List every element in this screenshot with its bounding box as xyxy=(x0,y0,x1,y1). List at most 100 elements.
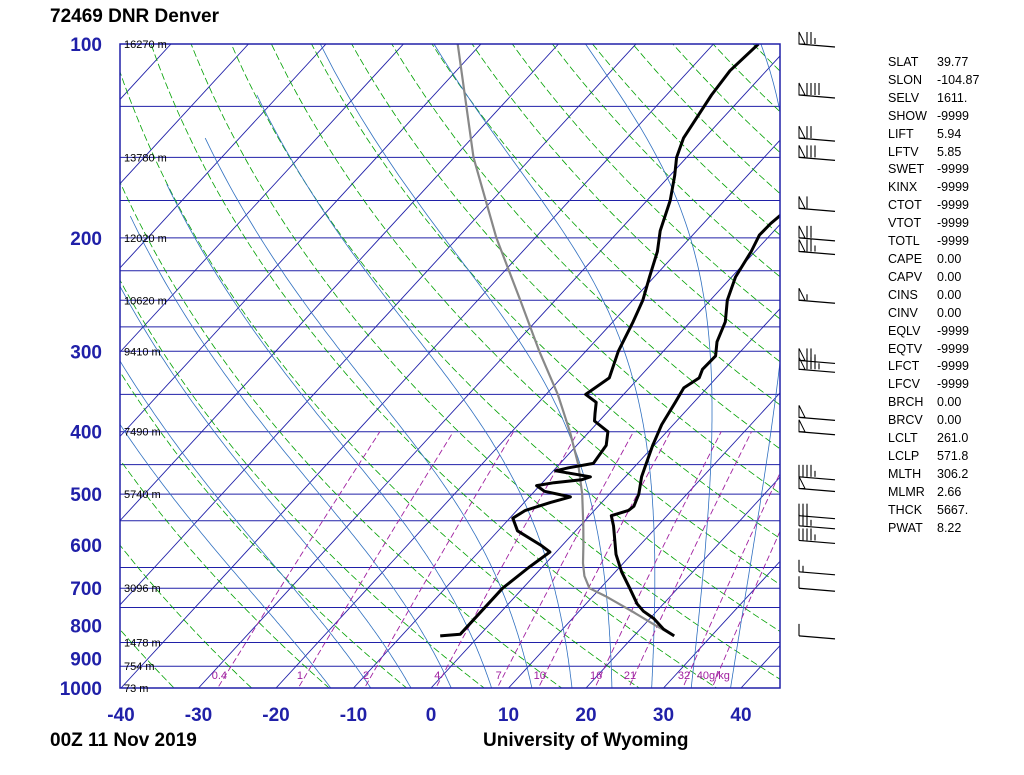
index-row: CAPV 0.00 xyxy=(888,269,979,287)
index-row: LFCV -9999 xyxy=(888,376,979,394)
index-value: -9999 xyxy=(937,180,969,195)
index-name: SLAT xyxy=(888,55,919,69)
mixing-ratio-line xyxy=(297,431,454,688)
isotherm-line xyxy=(120,44,327,269)
index-name: LCLT xyxy=(888,431,918,446)
index-row: EQLV -9999 xyxy=(888,323,979,341)
temperature-tick-label: -10 xyxy=(340,705,367,726)
index-name: CAPV xyxy=(888,269,923,284)
index-value: -9999 xyxy=(937,198,969,213)
isotherm-line xyxy=(353,223,780,688)
moist-adiabat xyxy=(319,44,613,688)
index-value: -9999 xyxy=(937,162,969,177)
index-row: SLON -104.87 xyxy=(888,72,979,90)
moist-adiabat xyxy=(120,423,332,688)
isotherm-line xyxy=(430,307,780,688)
dry-adiabat xyxy=(120,628,175,688)
height-label: 1478 m xyxy=(124,638,161,650)
dry-adiabat xyxy=(120,279,485,688)
height-label: 10620 m xyxy=(124,295,167,307)
plot-frame xyxy=(119,43,781,689)
temperature-tick-label: -40 xyxy=(107,705,134,726)
index-row: EQTV -9999 xyxy=(888,341,979,359)
index-value: 0.00 xyxy=(937,287,962,302)
pressure-tick-label: 900 xyxy=(70,650,102,671)
wind-barb xyxy=(798,288,836,304)
index-name: KINX xyxy=(888,180,918,195)
index-row: BRCV 0.00 xyxy=(888,412,979,430)
moist-adiabat xyxy=(585,44,713,688)
dry-adiabat xyxy=(230,44,780,632)
temperature-tick-label: 0 xyxy=(426,705,437,726)
mixing-ratio-label: 4 xyxy=(434,670,440,682)
wind-barb xyxy=(798,559,836,576)
isotherm-line xyxy=(275,139,780,688)
mixing-ratio-line xyxy=(682,472,780,688)
observation-date: 00Z 11 Nov 2019 xyxy=(50,730,197,751)
temperature-tick-label: -30 xyxy=(185,705,212,726)
index-name: EQTV xyxy=(888,341,923,356)
wind-barb xyxy=(798,82,836,99)
index-name: PWAT xyxy=(888,520,923,535)
wind-barb xyxy=(798,357,836,373)
index-row: SLAT 39.77 xyxy=(888,54,979,72)
index-name: MLMR xyxy=(888,484,925,499)
dry-adiabat xyxy=(752,44,780,72)
index-name: SWET xyxy=(888,162,925,177)
index-value: 0.00 xyxy=(937,251,962,266)
mixing-ratio-line xyxy=(435,431,579,688)
mixing-ratio-line xyxy=(496,431,634,688)
mixing-ratio-label: 10 xyxy=(534,670,546,682)
index-row: MLTH 306.2 xyxy=(888,466,979,484)
index-value: 0.00 xyxy=(937,305,962,320)
wind-barb xyxy=(798,419,836,436)
dry-adiabat xyxy=(120,181,563,688)
index-value: -104.87 xyxy=(937,72,980,87)
wind-barb xyxy=(798,239,836,256)
moist-adiabat xyxy=(730,44,780,688)
dry-adiabat xyxy=(0,30,109,702)
wind-barb xyxy=(798,528,836,545)
height-label: 12020 m xyxy=(124,233,167,245)
temperature-tick-label: 10 xyxy=(498,705,519,726)
isotherm-line xyxy=(585,476,780,688)
index-row: CINV 0.00 xyxy=(888,305,979,323)
index-name: TOTL xyxy=(888,234,920,249)
index-name: LIFT xyxy=(888,126,914,141)
grid-lines xyxy=(0,30,780,702)
index-row: LCLT 261.0 xyxy=(888,430,979,448)
index-row: PWAT 8.22 xyxy=(888,520,979,538)
mixing-ratio-label: 16 xyxy=(590,670,602,682)
height-label: 5740 m xyxy=(124,489,161,501)
wind-barb xyxy=(798,405,836,421)
dry-adiabat xyxy=(120,459,330,688)
wind-barb xyxy=(798,348,836,365)
pressure-tick-label: 400 xyxy=(70,423,102,444)
wind-barb xyxy=(798,196,836,212)
temperature-trace xyxy=(609,213,780,638)
index-row: CINS 0.00 xyxy=(888,287,979,305)
index-row: CTOT -9999 xyxy=(888,197,979,215)
wind-barb xyxy=(798,576,836,592)
wind-barbs xyxy=(798,31,836,640)
dry-adiabat xyxy=(120,371,408,688)
index-row: VTOT -9999 xyxy=(888,215,979,233)
mixing-ratio-label: 40g/kg xyxy=(697,670,730,682)
index-value: -9999 xyxy=(937,234,969,249)
index-value: -9999 xyxy=(937,341,969,356)
mixing-ratio-label: 1 xyxy=(297,670,303,682)
isotherm-line xyxy=(120,44,714,688)
temperature-tick-label: 30 xyxy=(653,705,674,726)
index-name: EQLV xyxy=(888,323,921,338)
wind-barb xyxy=(798,513,836,530)
mixing-ratio-label: 21 xyxy=(624,670,636,682)
index-row: KINX -9999 xyxy=(888,179,979,197)
wind-barb xyxy=(798,476,836,493)
index-value: 0.00 xyxy=(937,395,962,410)
index-name: LFTV xyxy=(888,144,919,159)
index-value: 2.66 xyxy=(937,484,962,499)
pressure-tick-label: 300 xyxy=(70,342,102,363)
moist-adiabat xyxy=(120,285,412,688)
pressure-tick-label: 800 xyxy=(70,617,102,638)
credit-label: University of Wyoming xyxy=(483,730,689,751)
